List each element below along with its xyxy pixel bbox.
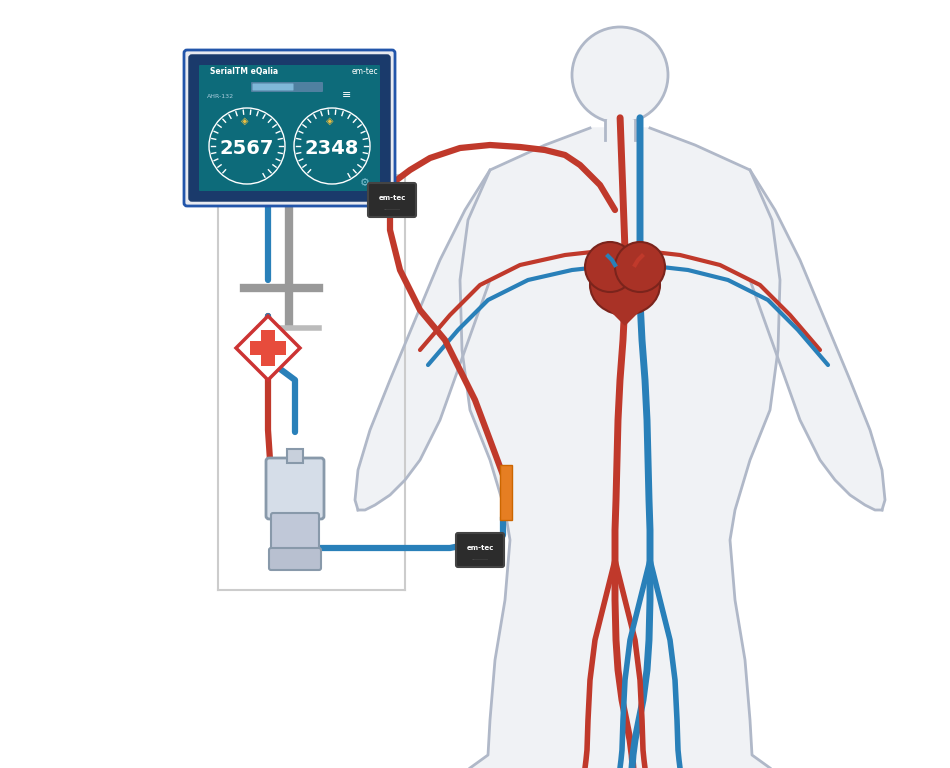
Text: 2567: 2567 — [219, 140, 275, 158]
Polygon shape — [605, 120, 635, 140]
Ellipse shape — [590, 255, 660, 315]
Bar — [500, 465, 512, 520]
Text: ◈: ◈ — [326, 116, 333, 126]
Text: ________: ________ — [384, 206, 401, 210]
FancyBboxPatch shape — [251, 82, 323, 92]
Text: ◈: ◈ — [241, 116, 249, 126]
Text: 2348: 2348 — [305, 140, 359, 158]
Text: ________: ________ — [471, 556, 488, 560]
FancyBboxPatch shape — [199, 65, 380, 191]
Text: SerialTM eQalia: SerialTM eQalia — [210, 67, 278, 76]
Polygon shape — [595, 295, 655, 325]
Polygon shape — [236, 316, 300, 380]
FancyBboxPatch shape — [253, 84, 294, 91]
Polygon shape — [355, 170, 490, 510]
Text: em-tec: em-tec — [352, 67, 379, 76]
FancyBboxPatch shape — [190, 56, 389, 200]
FancyBboxPatch shape — [184, 50, 395, 206]
FancyBboxPatch shape — [368, 183, 416, 217]
FancyBboxPatch shape — [266, 458, 324, 519]
FancyBboxPatch shape — [269, 548, 321, 570]
Bar — [287, 449, 303, 463]
Text: em-tec: em-tec — [378, 195, 406, 201]
Polygon shape — [750, 170, 885, 510]
Bar — [261, 330, 275, 366]
Bar — [250, 341, 286, 355]
Circle shape — [615, 242, 665, 292]
Circle shape — [585, 242, 635, 292]
Text: ≡: ≡ — [342, 90, 352, 100]
FancyBboxPatch shape — [456, 533, 504, 567]
FancyBboxPatch shape — [271, 513, 319, 552]
Text: em-tec: em-tec — [466, 545, 494, 551]
Polygon shape — [460, 128, 780, 768]
Circle shape — [572, 27, 668, 123]
Text: ⚙: ⚙ — [360, 178, 370, 188]
Text: AHR-132: AHR-132 — [207, 94, 234, 99]
